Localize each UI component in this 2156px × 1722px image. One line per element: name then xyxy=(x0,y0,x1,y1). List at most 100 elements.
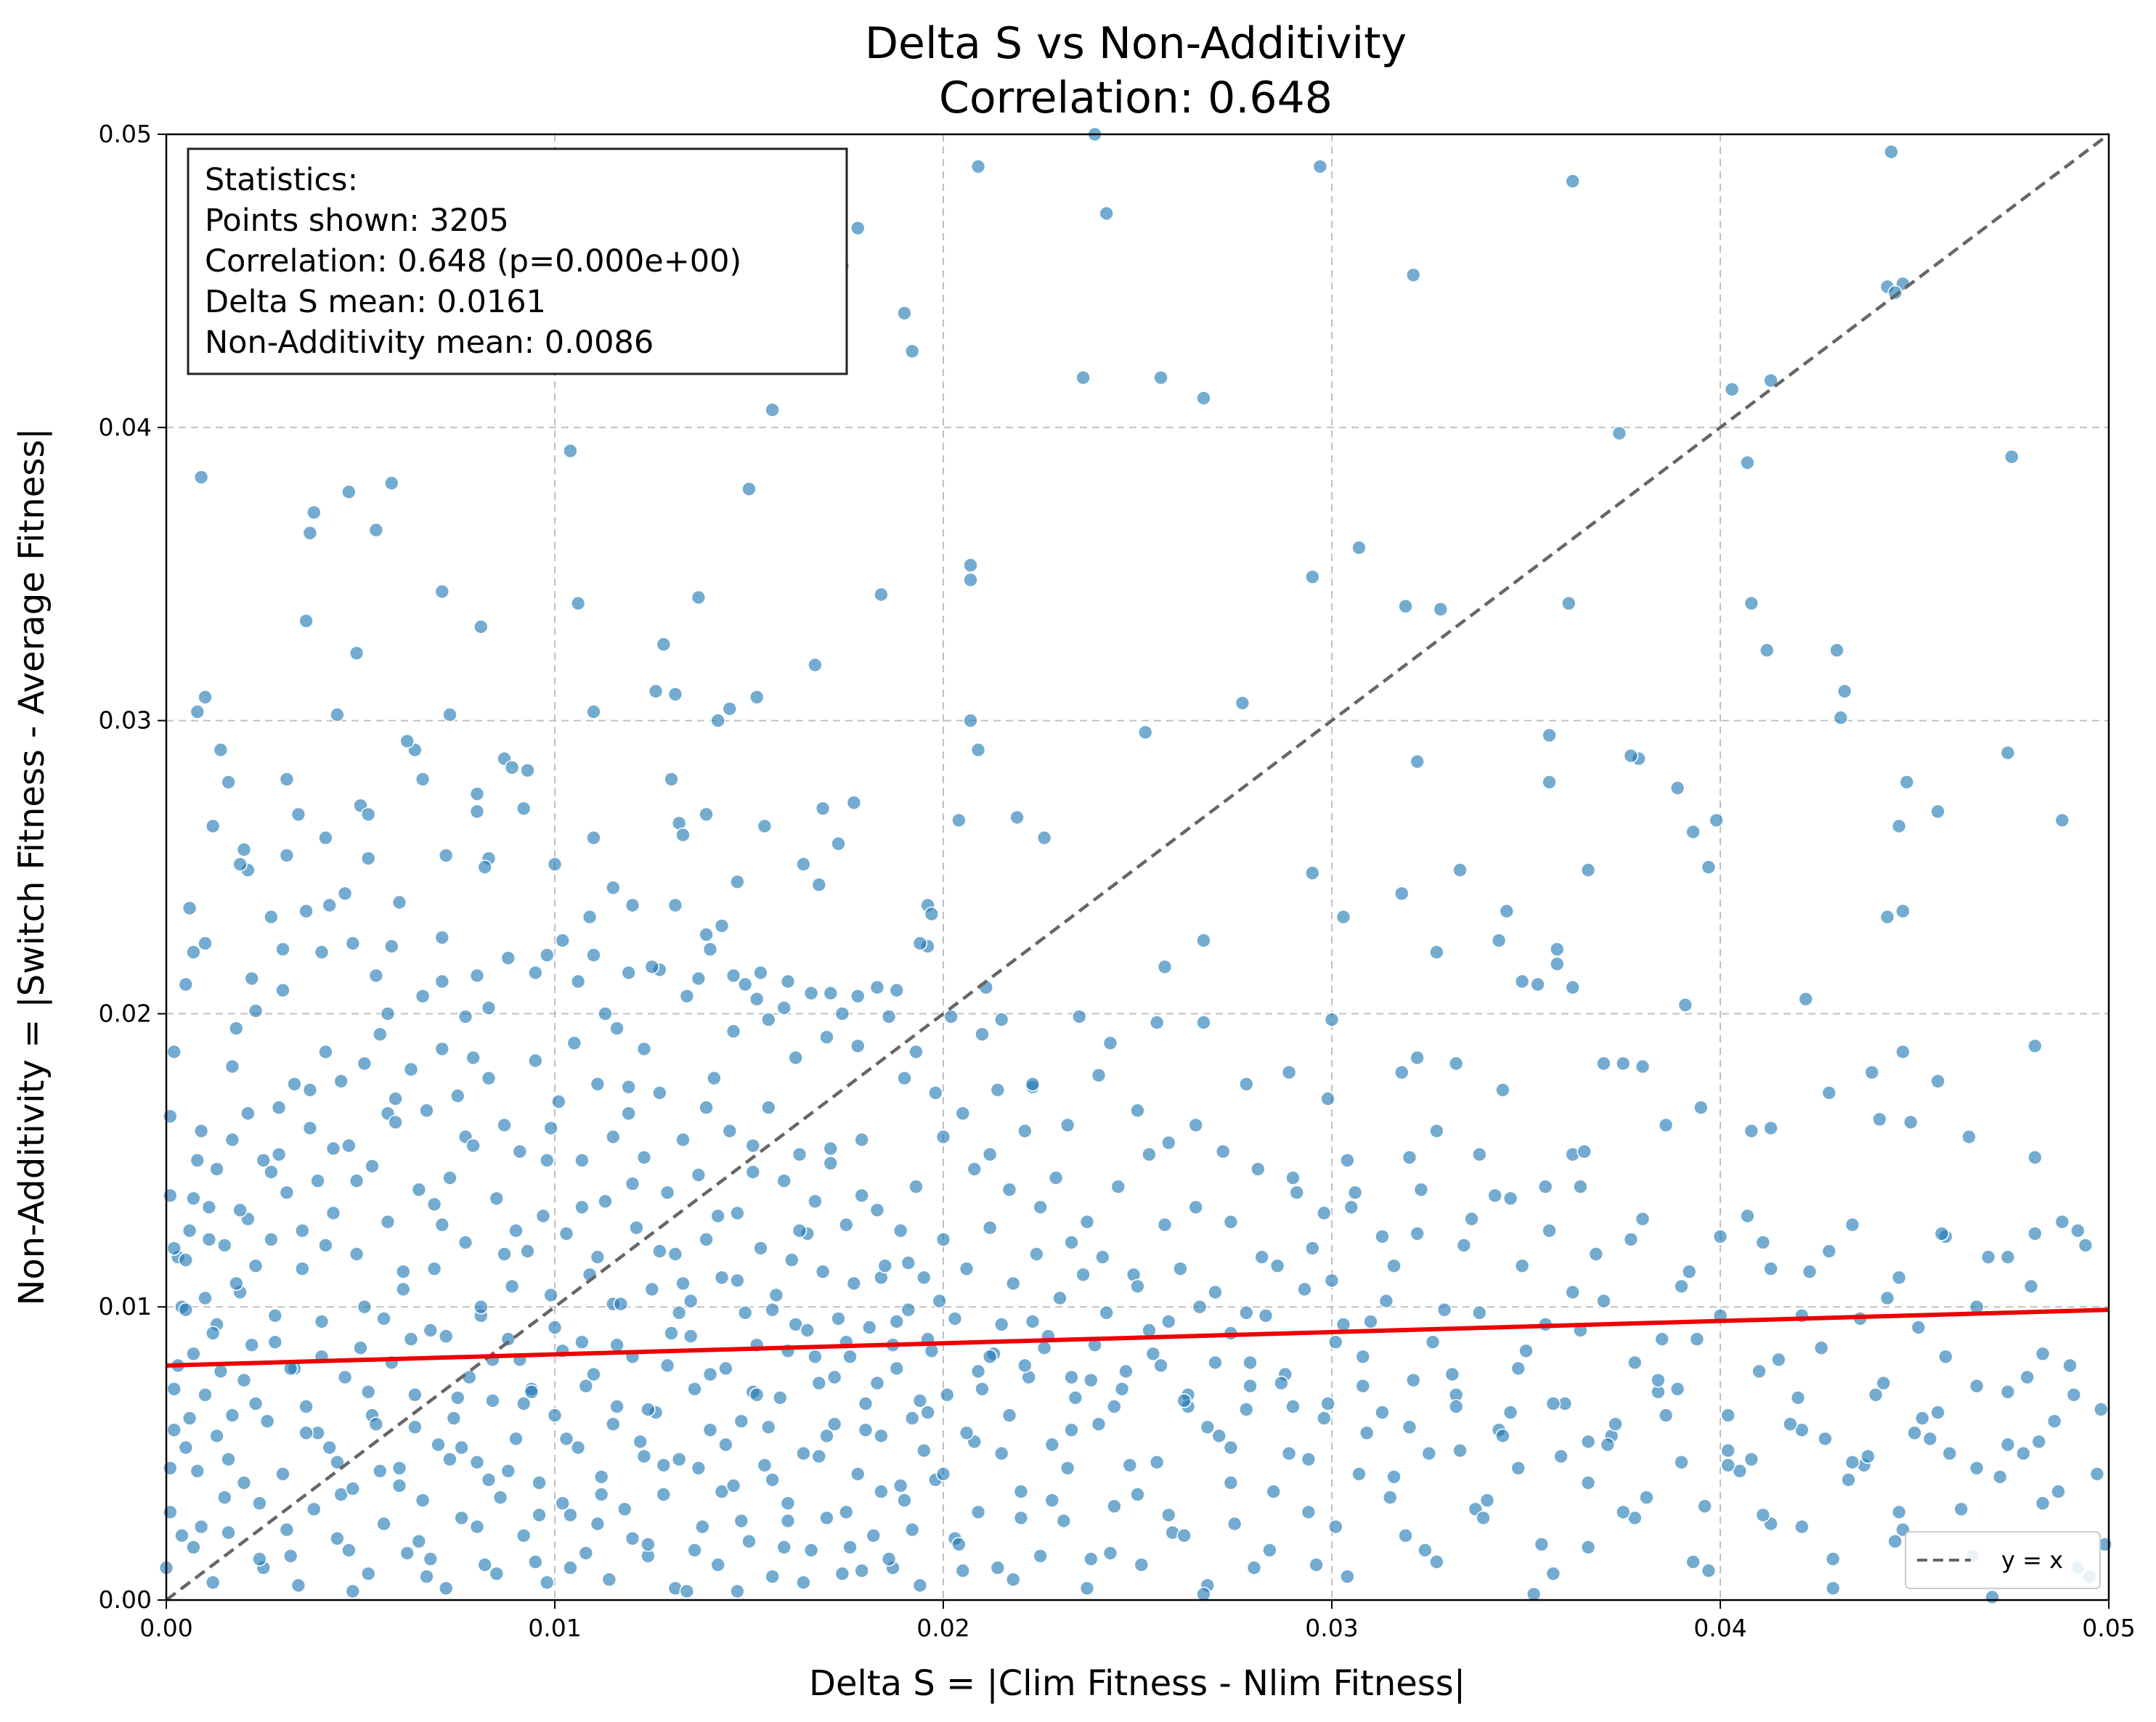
data-point xyxy=(648,683,664,699)
data-point xyxy=(877,1258,893,1273)
data-point xyxy=(1616,1056,1631,1072)
data-point xyxy=(2000,1384,2016,1400)
data-point xyxy=(826,1416,842,1432)
data-point xyxy=(570,595,586,611)
data-point xyxy=(683,1329,699,1344)
data-point xyxy=(656,637,672,652)
data-point xyxy=(224,1058,240,1074)
data-point xyxy=(1783,1416,1798,1432)
data-point xyxy=(1289,1185,1305,1200)
data-point xyxy=(1681,1264,1697,1279)
data-point xyxy=(1017,1123,1033,1139)
data-point xyxy=(745,1138,761,1154)
data-point xyxy=(2031,1434,2046,1450)
data-point xyxy=(815,1264,831,1279)
data-point xyxy=(1017,1358,1033,1374)
data-point xyxy=(874,1484,889,1499)
data-point xyxy=(481,1472,497,1488)
data-point xyxy=(691,971,707,987)
data-point xyxy=(850,220,866,236)
data-point xyxy=(1425,1334,1441,1350)
data-point xyxy=(1149,1015,1165,1030)
data-point xyxy=(1884,144,1899,160)
data-point xyxy=(842,1540,858,1555)
data-point xyxy=(198,936,213,951)
data-point xyxy=(539,947,555,963)
data-point xyxy=(1351,1466,1367,1482)
data-point xyxy=(244,1337,260,1352)
data-point xyxy=(434,930,450,945)
data-point xyxy=(1223,1440,1239,1456)
data-point xyxy=(419,1103,434,1118)
data-point xyxy=(1433,601,1449,617)
data-point xyxy=(803,1543,819,1558)
data-point xyxy=(1887,285,1903,301)
data-point xyxy=(1732,1464,1748,1479)
data-point xyxy=(652,1244,667,1259)
data-point xyxy=(403,1331,419,1347)
data-point xyxy=(543,1287,558,1303)
data-point xyxy=(524,1384,540,1400)
data-point xyxy=(186,1346,201,1362)
plot-frame xyxy=(165,133,2110,1601)
data-point xyxy=(298,613,314,629)
data-point xyxy=(1079,1214,1095,1230)
data-point xyxy=(1402,1150,1417,1165)
data-point xyxy=(1013,1510,1029,1526)
data-point xyxy=(990,1560,1006,1575)
data-point xyxy=(376,1311,391,1326)
data-point xyxy=(1436,1302,1452,1318)
data-point xyxy=(1930,1405,1945,1420)
data-point xyxy=(290,807,306,823)
data-point xyxy=(1317,1411,1332,1426)
data-point xyxy=(481,1070,497,1086)
data-point xyxy=(1320,1091,1335,1106)
data-point xyxy=(516,1527,532,1543)
data-point xyxy=(1969,1461,1985,1476)
data-point xyxy=(1526,1586,1542,1602)
data-point xyxy=(372,1464,388,1479)
data-point xyxy=(532,1507,547,1523)
data-point xyxy=(1825,1580,1841,1596)
data-point xyxy=(563,1560,578,1575)
data-point xyxy=(1530,976,1545,992)
data-point xyxy=(360,851,376,866)
data-point xyxy=(730,1205,745,1221)
data-point xyxy=(166,1044,182,1060)
data-point xyxy=(757,818,773,834)
data-point xyxy=(469,786,485,801)
data-point xyxy=(749,1387,765,1403)
data-point xyxy=(1669,1382,1685,1397)
data-point xyxy=(279,1185,295,1200)
data-point xyxy=(380,1214,396,1230)
data-point xyxy=(629,1220,644,1236)
data-point xyxy=(497,1246,512,1262)
data-point xyxy=(368,1416,384,1432)
data-point xyxy=(892,1478,908,1493)
data-point xyxy=(360,807,376,823)
data-point xyxy=(1239,1077,1254,1092)
data-point xyxy=(951,1537,967,1552)
data-point xyxy=(1674,1278,1689,1294)
data-point xyxy=(702,1422,718,1438)
data-point xyxy=(741,1533,757,1549)
data-point xyxy=(1720,1408,1736,1423)
data-point xyxy=(982,1349,998,1365)
data-point xyxy=(808,1193,823,1209)
data-point xyxy=(730,874,745,889)
data-point xyxy=(1961,1129,1977,1145)
data-point xyxy=(438,1580,454,1596)
data-point xyxy=(1246,1560,1262,1575)
data-point xyxy=(1802,1264,1818,1279)
data-point xyxy=(271,1100,287,1115)
data-point xyxy=(1502,1405,1518,1420)
data-point xyxy=(449,1390,465,1405)
data-point xyxy=(434,1217,450,1233)
data-point xyxy=(341,1543,357,1558)
data-point xyxy=(318,1238,333,1253)
data-point xyxy=(1029,1246,1044,1262)
data-point xyxy=(1740,454,1755,470)
data-point xyxy=(1312,159,1328,174)
data-point xyxy=(1328,1519,1343,1535)
data-point xyxy=(947,1311,963,1326)
